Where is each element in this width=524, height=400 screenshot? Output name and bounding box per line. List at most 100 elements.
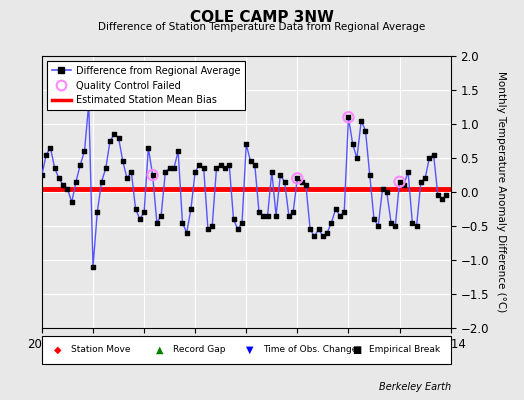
Point	[340, 209, 348, 216]
Point	[42, 151, 50, 158]
Point	[157, 212, 165, 219]
Point	[80, 148, 89, 154]
Point	[353, 155, 361, 161]
Point	[72, 178, 80, 185]
Text: Record Gap: Record Gap	[173, 346, 225, 354]
Text: Difference of Station Temperature Data from Regional Average: Difference of Station Temperature Data f…	[99, 22, 425, 32]
Text: COLE CAMP 3NW: COLE CAMP 3NW	[190, 10, 334, 25]
Point	[182, 230, 191, 236]
Text: Berkeley Earth: Berkeley Earth	[378, 382, 451, 392]
Point	[97, 178, 106, 185]
Point	[298, 178, 306, 185]
Point	[323, 230, 331, 236]
Point	[84, 100, 93, 107]
Text: Time of Obs. Change: Time of Obs. Change	[263, 346, 357, 354]
Point	[374, 223, 383, 229]
Point	[400, 182, 408, 188]
Point	[161, 168, 170, 175]
Point	[268, 168, 276, 175]
Point	[328, 219, 336, 226]
Y-axis label: Monthly Temperature Anomaly Difference (°C): Monthly Temperature Anomaly Difference (…	[496, 71, 506, 313]
Point	[54, 175, 63, 182]
Point	[314, 226, 323, 232]
Text: Station Move: Station Move	[71, 346, 130, 354]
Point	[148, 172, 157, 178]
Point	[144, 144, 152, 151]
Point	[166, 165, 174, 171]
Point	[178, 219, 187, 226]
Point	[212, 165, 221, 171]
Point	[396, 178, 404, 185]
Point	[50, 165, 59, 171]
Point	[118, 158, 127, 165]
Point	[123, 175, 132, 182]
Point	[170, 165, 178, 171]
Point	[412, 223, 421, 229]
Point	[238, 219, 246, 226]
Point	[264, 212, 272, 219]
Point	[319, 233, 327, 239]
Point	[59, 182, 68, 188]
Point	[408, 219, 417, 226]
Point	[306, 226, 314, 232]
Point	[195, 162, 204, 168]
Point	[89, 264, 97, 270]
Point	[132, 206, 140, 212]
Point	[68, 199, 76, 205]
Point	[221, 165, 229, 171]
Point	[387, 219, 395, 226]
Point	[93, 209, 102, 216]
Point	[383, 189, 391, 195]
Point	[225, 162, 234, 168]
Point	[242, 141, 250, 148]
Point	[102, 165, 110, 171]
Point	[357, 117, 365, 124]
Text: ◆: ◆	[54, 345, 62, 355]
Point	[38, 172, 46, 178]
Point	[391, 223, 399, 229]
Legend: Difference from Regional Average, Quality Control Failed, Estimated Station Mean: Difference from Regional Average, Qualit…	[47, 61, 245, 110]
Point	[285, 212, 293, 219]
Point	[293, 175, 301, 182]
Text: ▲: ▲	[156, 345, 164, 355]
Point	[110, 131, 118, 137]
Point	[378, 185, 387, 192]
Point	[76, 162, 84, 168]
Point	[191, 168, 200, 175]
Point	[234, 226, 242, 232]
Point	[272, 212, 280, 219]
Point	[310, 233, 319, 239]
Text: Empirical Break: Empirical Break	[369, 346, 440, 354]
Point	[396, 178, 404, 185]
Point	[280, 178, 289, 185]
Point	[152, 219, 161, 226]
Point	[259, 212, 267, 219]
Point	[114, 134, 123, 141]
Point	[136, 216, 144, 222]
Point	[106, 138, 114, 144]
Point	[442, 192, 451, 198]
Point	[434, 192, 442, 198]
Point	[246, 158, 255, 165]
Point	[438, 196, 446, 202]
Point	[174, 148, 182, 154]
Point	[230, 216, 238, 222]
Point	[430, 151, 438, 158]
Point	[344, 114, 353, 120]
Point	[250, 162, 259, 168]
Point	[289, 209, 297, 216]
Point	[332, 206, 340, 212]
Point	[276, 172, 285, 178]
Point	[336, 212, 344, 219]
Point	[187, 206, 195, 212]
Point	[361, 128, 369, 134]
Point	[216, 162, 225, 168]
Point	[140, 209, 148, 216]
Point	[200, 165, 208, 171]
Point	[302, 182, 310, 188]
Point	[348, 141, 357, 148]
Point	[366, 172, 374, 178]
Point	[417, 178, 425, 185]
Point	[204, 226, 212, 232]
Point	[370, 216, 378, 222]
